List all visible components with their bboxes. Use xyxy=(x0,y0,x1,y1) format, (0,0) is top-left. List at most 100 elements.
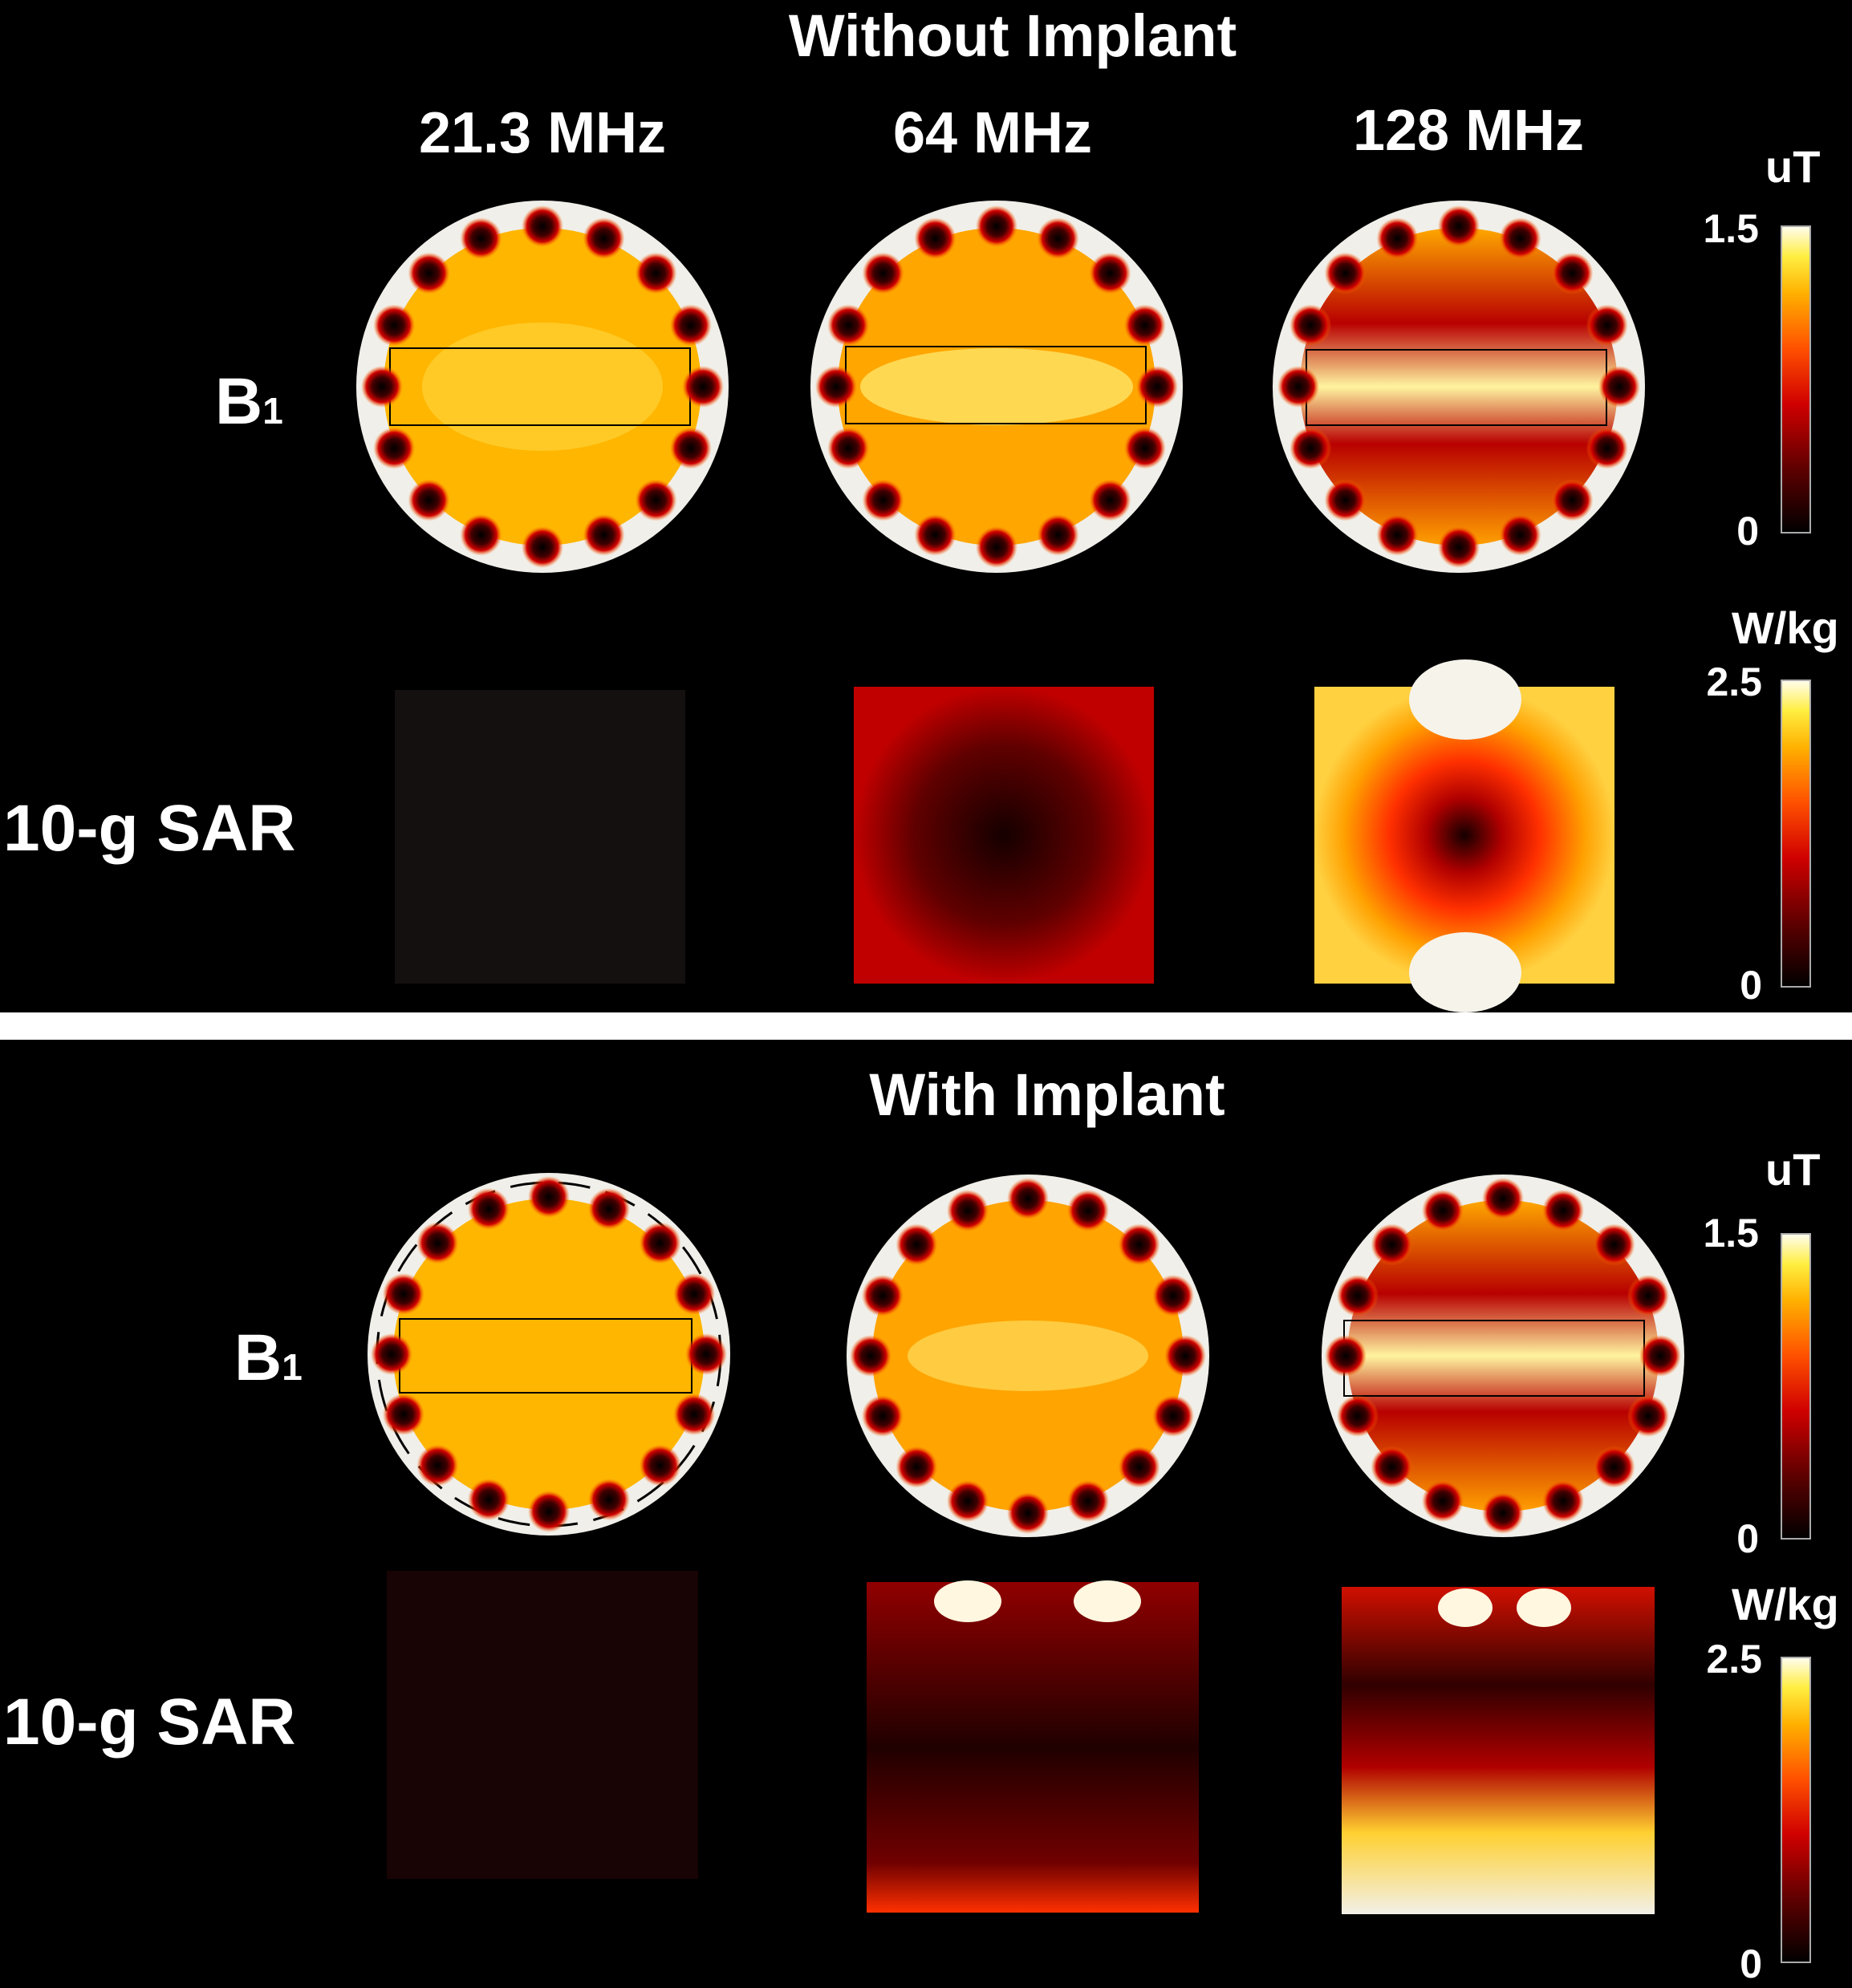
coil-element-hotspot xyxy=(1336,1274,1379,1317)
coil-element-hotspot xyxy=(914,217,956,260)
colorbar-sar-implant xyxy=(1781,1657,1811,1963)
coil-element-hotspot xyxy=(1551,252,1594,294)
coil-element-hotspot xyxy=(635,252,677,294)
coil-element-hotspot xyxy=(1371,1223,1413,1266)
coil-element-hotspot xyxy=(1542,1480,1585,1523)
coil-element-hotspot xyxy=(1551,479,1594,521)
title-with-implant: With Implant xyxy=(869,1061,1225,1128)
colorbar-unit-b1-bottom: uT xyxy=(1765,1144,1821,1195)
colorbar-unit-sar-top: W/kg xyxy=(1732,602,1839,653)
coil-element-hotspot xyxy=(946,1189,989,1231)
coil-element-hotspot xyxy=(467,1479,510,1521)
coil-element-hotspot xyxy=(1499,513,1541,556)
coil-element-hotspot xyxy=(669,304,712,347)
colorbar-sar-no-implant xyxy=(1781,680,1811,988)
coil-element-hotspot xyxy=(1089,479,1131,521)
row-label-sar-bottom: 10-g SAR xyxy=(3,1686,296,1759)
row-label-b1-top: B1 xyxy=(215,369,283,435)
coil-element-hotspot xyxy=(1499,217,1541,260)
coil-element-hotspot xyxy=(1067,1480,1110,1523)
colorbar-min-sar-bottom: 0 xyxy=(1740,1941,1762,1986)
coil-element-hotspot xyxy=(371,1333,412,1375)
coil-element-hotspot xyxy=(1325,1335,1367,1377)
b1-label-main: B xyxy=(215,365,263,438)
coil-element-hotspot xyxy=(1324,479,1367,521)
coil-element-hotspot xyxy=(583,513,625,556)
coil-element-hotspot xyxy=(1152,1274,1195,1317)
coil-element-hotspot xyxy=(682,366,724,408)
coil-element-hotspot xyxy=(1586,304,1628,347)
coil-element-hotspot xyxy=(976,526,1017,568)
coil-element-hotspot xyxy=(639,1222,681,1264)
row-label-b1-bottom: B1 xyxy=(234,1325,303,1391)
coil-element-hotspot xyxy=(669,427,712,469)
coil-element-hotspot xyxy=(1586,427,1628,469)
coil-element-hotspot xyxy=(1037,217,1079,260)
colorbar-min-b1-bottom: 0 xyxy=(1736,1516,1759,1561)
coil-element-hotspot xyxy=(583,217,625,260)
coil-element-hotspot xyxy=(1277,366,1319,408)
coil-element-hotspot xyxy=(1067,1189,1110,1231)
coil-element-hotspot xyxy=(914,513,956,556)
coil-element-hotspot xyxy=(896,1223,938,1266)
coil-element-hotspot xyxy=(1639,1335,1681,1377)
b1-map-64mhz-implant xyxy=(847,1175,1209,1537)
coil-element-hotspot xyxy=(946,1480,989,1523)
coil-element-hotspot xyxy=(373,427,416,469)
coil-element-hotspot xyxy=(1542,1189,1585,1231)
coil-element-hotspot xyxy=(1371,1446,1413,1488)
coil-element-hotspot xyxy=(522,205,563,247)
coil-element-hotspot xyxy=(815,366,857,408)
colorbar-max-b1-bottom: 1.5 xyxy=(1703,1211,1759,1256)
coil-element-hotspot xyxy=(896,1446,938,1488)
b1-label-sub: 1 xyxy=(262,390,283,432)
coil-element-hotspot xyxy=(1007,1492,1049,1534)
coil-element-hotspot xyxy=(673,1272,716,1315)
coil-element-hotspot xyxy=(1376,217,1419,260)
coil-element-hotspot xyxy=(1627,1274,1670,1317)
coil-element-hotspot xyxy=(1598,366,1640,408)
column-label-21-3mhz: 21.3 MHz xyxy=(418,101,667,165)
coil-element-hotspot xyxy=(361,366,403,408)
coil-element-hotspot xyxy=(373,304,416,347)
b1-map-128mhz-no-implant xyxy=(1273,201,1645,573)
coil-element-hotspot xyxy=(382,1272,424,1315)
b1-label-sub-bottom: 1 xyxy=(282,1346,303,1388)
coil-element-hotspot xyxy=(1421,1189,1464,1231)
coil-element-hotspot xyxy=(1482,1178,1524,1219)
coil-element-hotspot xyxy=(861,1395,904,1438)
colorbar-max-sar-bottom: 2.5 xyxy=(1706,1637,1762,1682)
coil-element-hotspot xyxy=(588,1187,631,1230)
colorbar-unit-sar-bottom: W/kg xyxy=(1732,1579,1839,1629)
colorbar-max-sar-top: 2.5 xyxy=(1706,659,1762,704)
colorbar-unit-b1-top: uT xyxy=(1765,141,1821,192)
b1-map-21-3mhz-implant xyxy=(368,1173,730,1536)
coil-element-hotspot xyxy=(1421,1480,1464,1523)
sar-map-128mhz-no-implant xyxy=(1314,659,1614,1012)
coil-element-hotspot xyxy=(416,1444,459,1487)
colorbar-b1-implant xyxy=(1781,1233,1811,1540)
row-label-sar-top: 10-g SAR xyxy=(3,792,296,865)
coil-element-hotspot xyxy=(1123,304,1166,347)
sar-map-128mhz-implant xyxy=(1342,1587,1655,1914)
column-label-64mhz: 64 MHz xyxy=(892,101,1093,165)
coil-element-hotspot xyxy=(635,479,677,521)
coil-element-hotspot xyxy=(1627,1395,1670,1438)
coil-element-hotspot xyxy=(528,1176,570,1218)
coil-element-hotspot xyxy=(1336,1395,1379,1438)
coil-element-hotspot xyxy=(862,479,904,521)
coil-element-hotspot xyxy=(1118,1223,1160,1266)
colorbar-b1-no-implant xyxy=(1781,225,1811,534)
coil-element-hotspot xyxy=(827,427,870,469)
coil-element-hotspot xyxy=(1007,1178,1049,1219)
colorbar-max-b1-top: 1.5 xyxy=(1703,206,1759,251)
coil-element-hotspot xyxy=(685,1333,727,1375)
coil-element-hotspot xyxy=(1136,366,1178,408)
coil-element-hotspot xyxy=(460,217,502,260)
sar-map-64mhz-implant xyxy=(867,1580,1199,1913)
coil-element-hotspot xyxy=(1438,205,1480,247)
section-divider xyxy=(0,1012,1852,1040)
coil-element-hotspot xyxy=(588,1479,631,1521)
coil-element-hotspot xyxy=(1118,1446,1160,1488)
b1-map-64mhz-no-implant xyxy=(810,201,1183,573)
